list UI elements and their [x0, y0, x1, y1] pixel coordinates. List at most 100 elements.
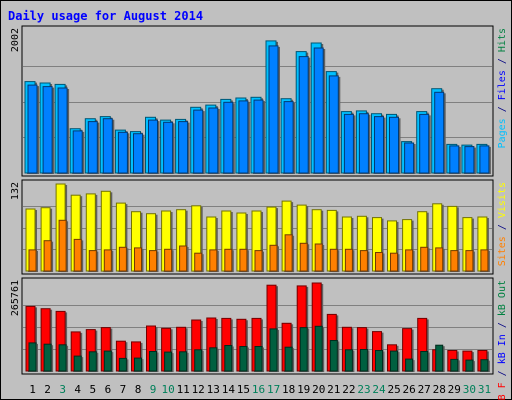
bar-sites-day-5: [88, 250, 97, 272]
bar-sites-day-19: [299, 242, 308, 272]
bar-sites-day-18: [284, 234, 293, 272]
x-tick-label-day-17: 17: [267, 383, 280, 396]
bar-kb-out-day-9: [149, 351, 157, 372]
x-tick-label-day-29: 29: [448, 383, 461, 396]
y-axis-series-label-part: Sites: [497, 236, 508, 266]
x-tick-label-day-20: 20: [312, 383, 325, 396]
bar-sites-day-3: [58, 219, 67, 272]
bar-kb-out-day-21: [329, 340, 338, 372]
bar-kb-out-day-23: [359, 349, 368, 372]
y-axis-series-label-part: /: [497, 52, 508, 70]
bar-sites-day-16: [254, 250, 263, 272]
x-tick-label-day-30: 30: [463, 383, 476, 396]
bar-sites-day-25: [390, 252, 398, 272]
x-tick-label-day-25: 25: [387, 383, 400, 396]
bar-files-day-21: [328, 75, 339, 174]
x-tick-label-day-10: 10: [161, 383, 174, 396]
bar-files-day-13: [208, 107, 219, 174]
panel-visits: 132 Sites / Visits: [10, 179, 508, 275]
y-axis-series-label: Pages / Files / Hits: [497, 28, 508, 148]
bar-kb-out-day-24: [375, 350, 383, 372]
bar-files-day-24: [374, 116, 384, 174]
bar-sites-day-13: [209, 249, 218, 272]
x-tick-label-day-27: 27: [418, 383, 431, 396]
x-tick-label-day-3: 3: [59, 383, 66, 396]
x-tick-label-day-21: 21: [327, 383, 340, 396]
bar-sites-day-11: [179, 245, 188, 272]
bar-sites-day-20: [314, 243, 323, 272]
y-axis-series-label-part: /: [497, 316, 508, 334]
x-tick-label-day-23: 23: [357, 383, 370, 396]
y-axis-series-label-part: /: [497, 364, 508, 382]
bar-kb-out-day-6: [103, 350, 112, 372]
x-tick-label-day-22: 22: [342, 383, 355, 396]
x-tick-label-day-14: 14: [222, 383, 236, 396]
bar-files-day-27: [419, 113, 430, 174]
bar-kb-out-day-8: [134, 357, 142, 372]
bar-kb-out-day-4: [73, 355, 82, 372]
y-axis-series-label: Sites / Visits: [497, 182, 508, 266]
bar-files-day-30: [464, 146, 475, 174]
bar-kb-out-day-2: [43, 343, 52, 372]
x-tick-label-day-9: 9: [150, 383, 157, 396]
bar-files-day-29: [449, 145, 460, 174]
bar-sites-day-2: [43, 240, 52, 272]
panel-hits: 2002 Pages / Files / Hits: [10, 25, 508, 177]
bar-kb-out-day-20: [314, 325, 323, 372]
bar-files-day-2: [42, 86, 53, 174]
bar-sites-day-26: [405, 249, 414, 272]
bar-sites-day-24: [375, 252, 383, 272]
y-axis-series-label-part: /: [497, 100, 508, 118]
bar-files-day-31: [479, 145, 490, 174]
bar-kb-out-day-30: [465, 359, 474, 372]
bar-files-day-4: [72, 130, 83, 174]
y-max-label: 265761: [10, 280, 21, 316]
x-tick-label-day-19: 19: [297, 383, 310, 396]
bar-files-day-3: [57, 87, 68, 174]
bar-kb-out-day-11: [179, 351, 188, 372]
bar-sites-day-22: [344, 248, 353, 272]
x-tick-label-day-2: 2: [44, 383, 51, 396]
y-axis-series-label-part: kB In: [497, 334, 508, 364]
bar-files-day-18: [283, 101, 294, 174]
bar-kb-out-day-19: [299, 327, 308, 372]
bar-files-day-19: [298, 56, 309, 174]
bar-files-day-11: [178, 121, 189, 174]
bar-files-day-10: [163, 121, 174, 174]
x-tick-label-day-5: 5: [89, 383, 96, 396]
bar-sites-day-10: [164, 248, 173, 272]
bar-files-day-25: [389, 116, 399, 174]
y-axis-series-label-part: Pages: [497, 118, 508, 148]
bar-files-day-8: [133, 133, 143, 174]
bar-sites-day-4: [73, 238, 82, 272]
bar-sites-day-9: [149, 250, 157, 272]
bar-files-day-28: [434, 91, 445, 174]
bar-files-day-20: [313, 47, 324, 174]
y-max-label: 2002: [10, 28, 21, 52]
bar-kb-out-day-17: [269, 328, 278, 372]
bar-kb-out-day-16: [254, 346, 263, 372]
bar-sites-day-29: [450, 250, 459, 272]
y-axis-series-label-part: Hits: [497, 28, 508, 52]
bar-kb-out-day-22: [344, 349, 353, 372]
bar-files-day-22: [343, 113, 354, 174]
x-tick-label-day-24: 24: [372, 383, 386, 396]
bar-kb-out-day-15: [239, 346, 248, 372]
x-tick-label-day-13: 13: [207, 383, 220, 396]
x-tick-label-day-1: 1: [29, 383, 36, 396]
x-tick-label-day-12: 12: [192, 383, 205, 396]
bar-sites-day-12: [194, 252, 203, 272]
x-axis-tick-labels: 1 2 3 4 5 6 7 8 9 10 11 12 13 14 15 16 17 18 19 20 21 22 23 24 2…: [29, 383, 491, 396]
bar-files-day-15: [238, 100, 249, 174]
y-axis-series-label-part: kB Out: [497, 280, 508, 316]
bar-kb-out-day-14: [224, 345, 233, 372]
bar-files-day-26: [404, 142, 415, 174]
x-tick-label-day-11: 11: [177, 383, 190, 396]
bar-kb-out-day-31: [480, 359, 489, 372]
bar-sites-day-30: [465, 250, 474, 272]
y-axis-series-label-part: Files: [497, 70, 508, 100]
bar-sites-day-1: [28, 249, 37, 272]
bar-kb-out-day-12: [194, 349, 203, 372]
